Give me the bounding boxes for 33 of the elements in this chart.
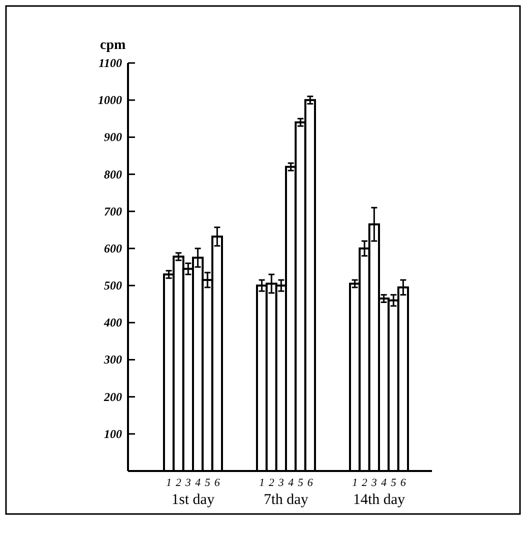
text: 6: [400, 477, 406, 489]
x-tick-label: 14th day: [352, 492, 406, 508]
series-label: 1: [166, 477, 172, 489]
series-label: 5: [204, 477, 211, 489]
y-tick-label: 1100: [98, 56, 122, 70]
y-axis-title: cpm: [100, 38, 126, 53]
text: 4: [381, 477, 387, 489]
y-tick-label: 200: [103, 390, 122, 404]
x-tick-label: 1st day: [172, 492, 215, 508]
y-tick-label: 500: [104, 278, 122, 293]
text: 3: [371, 477, 377, 489]
y-tick-label: 100: [104, 426, 122, 441]
series-label: 6: [214, 477, 220, 489]
series-label: 2: [176, 477, 182, 489]
x-tick-label: 7th day: [264, 492, 309, 508]
text: 1: [352, 477, 358, 489]
series-label: 4: [195, 477, 202, 489]
text: 2: [362, 477, 368, 489]
text: 4: [288, 477, 294, 489]
y-tick-label: 700: [104, 204, 122, 218]
y-tick-label: 1000: [98, 93, 122, 108]
y-tick-label: 900: [104, 130, 122, 144]
series-label: 3: [184, 477, 192, 489]
y-tick-label: 800: [104, 167, 122, 182]
text: 5: [298, 477, 304, 489]
text: 2: [268, 477, 274, 489]
text: 3: [278, 477, 284, 489]
text: 6: [307, 477, 313, 489]
text: 1: [259, 477, 265, 489]
y-tick-label: 300: [103, 352, 122, 367]
y-tick-label: 400: [103, 316, 122, 330]
text: 5: [390, 477, 396, 489]
y-tick-label: 600: [104, 241, 122, 256]
